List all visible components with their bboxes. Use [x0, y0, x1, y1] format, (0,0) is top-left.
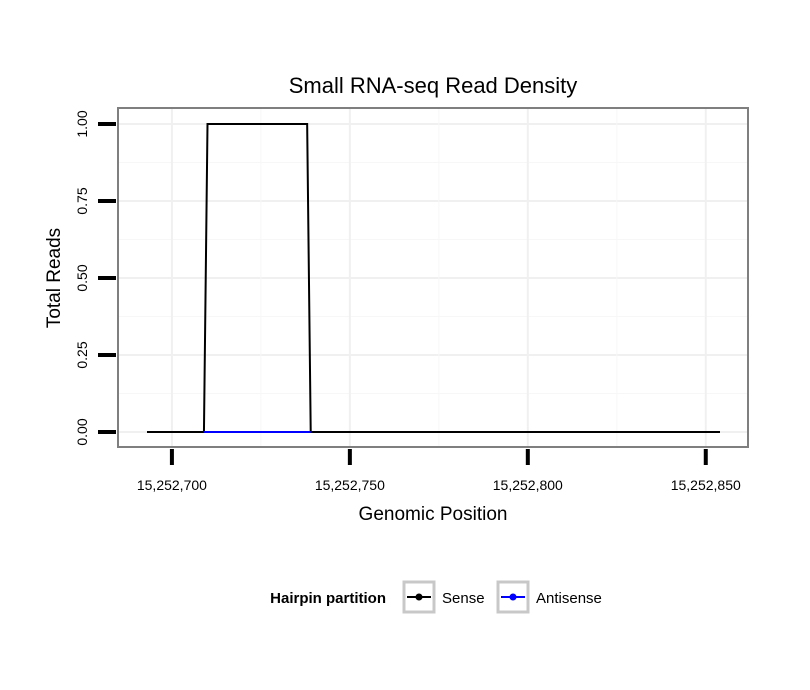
- y-axis-title: Total Reads: [44, 228, 65, 328]
- y-axis: 0.00 0.25 0.50 0.75 1.00: [74, 110, 116, 446]
- plot-panel: [117, 107, 749, 448]
- chart-title: Small RNA-seq Read Density: [289, 73, 578, 98]
- legend-key-antisense: [496, 580, 530, 614]
- x-axis: 15,252,700 15,252,750 15,252,800 15,252,850: [137, 449, 741, 493]
- legend-key-point: [415, 593, 423, 601]
- y-tick-label: 0.25: [74, 341, 90, 368]
- grid: [118, 108, 748, 447]
- series-line-sense: [147, 123, 720, 433]
- x-tick-label: 15,252,800: [493, 477, 563, 493]
- x-tick-label: 15,252,750: [315, 477, 385, 493]
- legend-key-point: [509, 593, 517, 601]
- y-tick-label: 1.00: [74, 110, 90, 137]
- y-tick-label: 0.50: [74, 264, 90, 291]
- x-axis-title: Genomic Position: [359, 504, 508, 525]
- legend: Hairpin partition Sense Antisense: [270, 580, 602, 614]
- x-tick-label: 15,252,850: [671, 477, 741, 493]
- x-tick-label: 15,252,700: [137, 477, 207, 493]
- y-tick-label: 0.00: [74, 418, 90, 445]
- series-layer: [147, 123, 720, 433]
- y-tick-label: 0.75: [74, 187, 90, 214]
- legend-title: Hairpin partition: [270, 590, 386, 607]
- legend-label-antisense: Antisense: [536, 590, 602, 607]
- legend-label-sense: Sense: [442, 590, 485, 607]
- legend-items: Sense Antisense: [402, 580, 602, 614]
